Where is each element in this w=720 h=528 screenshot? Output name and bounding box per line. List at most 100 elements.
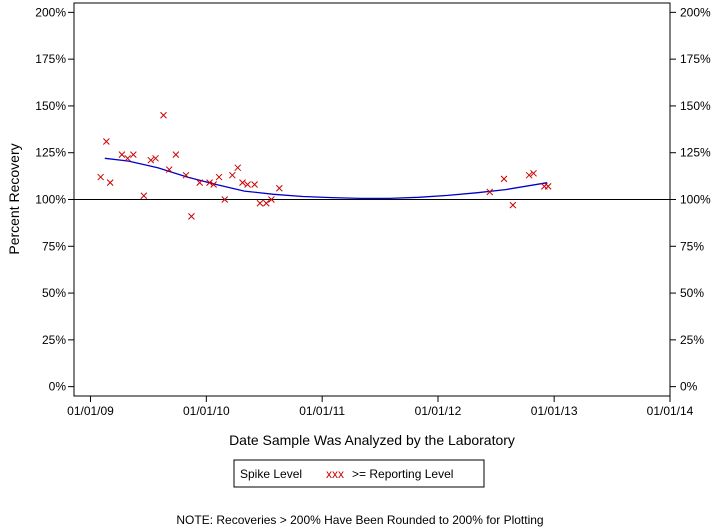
y-axis-title: Percent Recovery xyxy=(6,143,22,254)
data-point-stroke xyxy=(106,179,114,187)
x-axis-title: Date Sample Was Analyzed by the Laborato… xyxy=(229,432,515,448)
data-point-stroke xyxy=(544,183,552,190)
trend-line xyxy=(104,157,548,200)
trend-layer xyxy=(104,157,548,200)
data-point xyxy=(147,156,155,164)
y-tick-label-left: 75% xyxy=(42,239,66,253)
data-point xyxy=(118,151,126,158)
data-point xyxy=(124,154,131,162)
data-points xyxy=(97,111,552,220)
data-point xyxy=(221,196,229,203)
data-point xyxy=(106,179,114,187)
data-point xyxy=(172,151,180,158)
data-point-stroke xyxy=(152,154,159,162)
y-tick-label-right: 25% xyxy=(680,333,704,347)
y-tick-label-left: 0% xyxy=(49,380,67,394)
legend-spike-label: Spike Level xyxy=(240,467,302,481)
footnote: NOTE: Recoveries > 200% Have Been Rounde… xyxy=(176,513,543,527)
x-tick-label: 01/01/11 xyxy=(299,404,345,418)
x-tick-label: 01/01/12 xyxy=(415,404,462,418)
y-tick-label-right: 150% xyxy=(680,99,711,113)
data-point xyxy=(129,151,137,158)
y-tick-label-left: 25% xyxy=(42,333,66,347)
data-point xyxy=(165,166,173,173)
y-tick-label-left: 200% xyxy=(35,5,66,19)
data-point xyxy=(210,181,217,188)
x-tick-label: 01/01/10 xyxy=(183,404,230,418)
data-point xyxy=(182,171,190,179)
data-point xyxy=(103,138,110,145)
axis-ticks: 0% 0% 25% 25% 50% 50% 75% 75% 100% 100% 125% 125% 15… xyxy=(35,5,711,418)
y-tick-label-right: 50% xyxy=(680,286,704,300)
y-tick-label-left: 50% xyxy=(42,286,66,300)
data-point-stroke xyxy=(140,192,148,200)
data-point xyxy=(268,196,275,203)
data-point-stroke xyxy=(239,179,246,187)
data-point-stroke xyxy=(118,151,126,158)
data-point-stroke xyxy=(221,196,229,203)
data-point-stroke xyxy=(234,164,242,172)
data-point xyxy=(486,188,494,196)
data-point xyxy=(229,171,236,179)
data-point xyxy=(97,173,105,181)
data-point-stroke xyxy=(196,179,204,187)
data-point-stroke xyxy=(500,175,508,183)
data-point xyxy=(500,175,508,183)
data-point-stroke xyxy=(244,181,251,188)
data-point-stroke xyxy=(124,154,131,162)
legend-marker-label: >= Reporting Level xyxy=(352,467,453,481)
x-tick-label: 01/01/09 xyxy=(67,404,114,418)
data-point-stroke xyxy=(160,111,167,119)
data-point-stroke xyxy=(188,212,195,220)
data-point-stroke xyxy=(229,171,236,179)
data-point xyxy=(244,181,251,188)
y-tick-label-right: 200% xyxy=(680,5,711,19)
data-point xyxy=(206,179,213,187)
y-tick-label-right: 0% xyxy=(680,380,698,394)
data-point-stroke xyxy=(275,184,283,192)
y-tick-label-left: 175% xyxy=(35,52,66,66)
data-point-stroke xyxy=(262,199,270,207)
x-tick-label: 01/01/14 xyxy=(647,404,694,418)
data-point xyxy=(544,183,552,190)
x-tick-label: 01/01/13 xyxy=(531,404,578,418)
data-point-stroke xyxy=(215,173,223,181)
data-point xyxy=(530,169,537,177)
data-point xyxy=(239,179,246,187)
data-point-stroke xyxy=(268,196,275,203)
data-point-stroke xyxy=(210,181,217,188)
data-point-stroke xyxy=(103,138,110,145)
data-point-stroke xyxy=(251,181,258,188)
data-point xyxy=(256,199,264,207)
y-tick-label-left: 125% xyxy=(35,146,66,160)
data-point-stroke xyxy=(182,171,190,179)
data-point xyxy=(215,173,223,181)
legend-box xyxy=(233,459,485,488)
y-tick-label-right: 125% xyxy=(680,146,711,160)
data-point-stroke xyxy=(165,166,173,173)
data-point-stroke xyxy=(256,199,264,207)
y-tick-label-left: 150% xyxy=(35,99,66,113)
data-point xyxy=(140,192,148,200)
data-point xyxy=(509,201,517,209)
data-point-stroke xyxy=(525,171,533,179)
data-point xyxy=(262,199,270,207)
y-tick-label-right: 175% xyxy=(680,52,711,66)
data-point xyxy=(196,179,204,187)
legend-marker-glyph: xxx xyxy=(326,467,344,481)
legend: Spike Level xxx >= Reporting Level xyxy=(233,459,485,488)
data-point-stroke xyxy=(129,151,137,158)
data-point-stroke xyxy=(486,188,494,196)
y-tick-label-right: 75% xyxy=(680,239,704,253)
data-point xyxy=(251,181,258,188)
y-tick-label-right: 100% xyxy=(680,193,711,207)
data-point xyxy=(275,184,283,192)
y-tick-label-left: 100% xyxy=(35,193,66,207)
data-point-stroke xyxy=(147,156,155,164)
data-point xyxy=(234,164,242,172)
data-point-stroke xyxy=(206,179,213,187)
data-point-stroke xyxy=(509,201,517,209)
data-point xyxy=(152,154,159,162)
data-point xyxy=(160,111,167,119)
